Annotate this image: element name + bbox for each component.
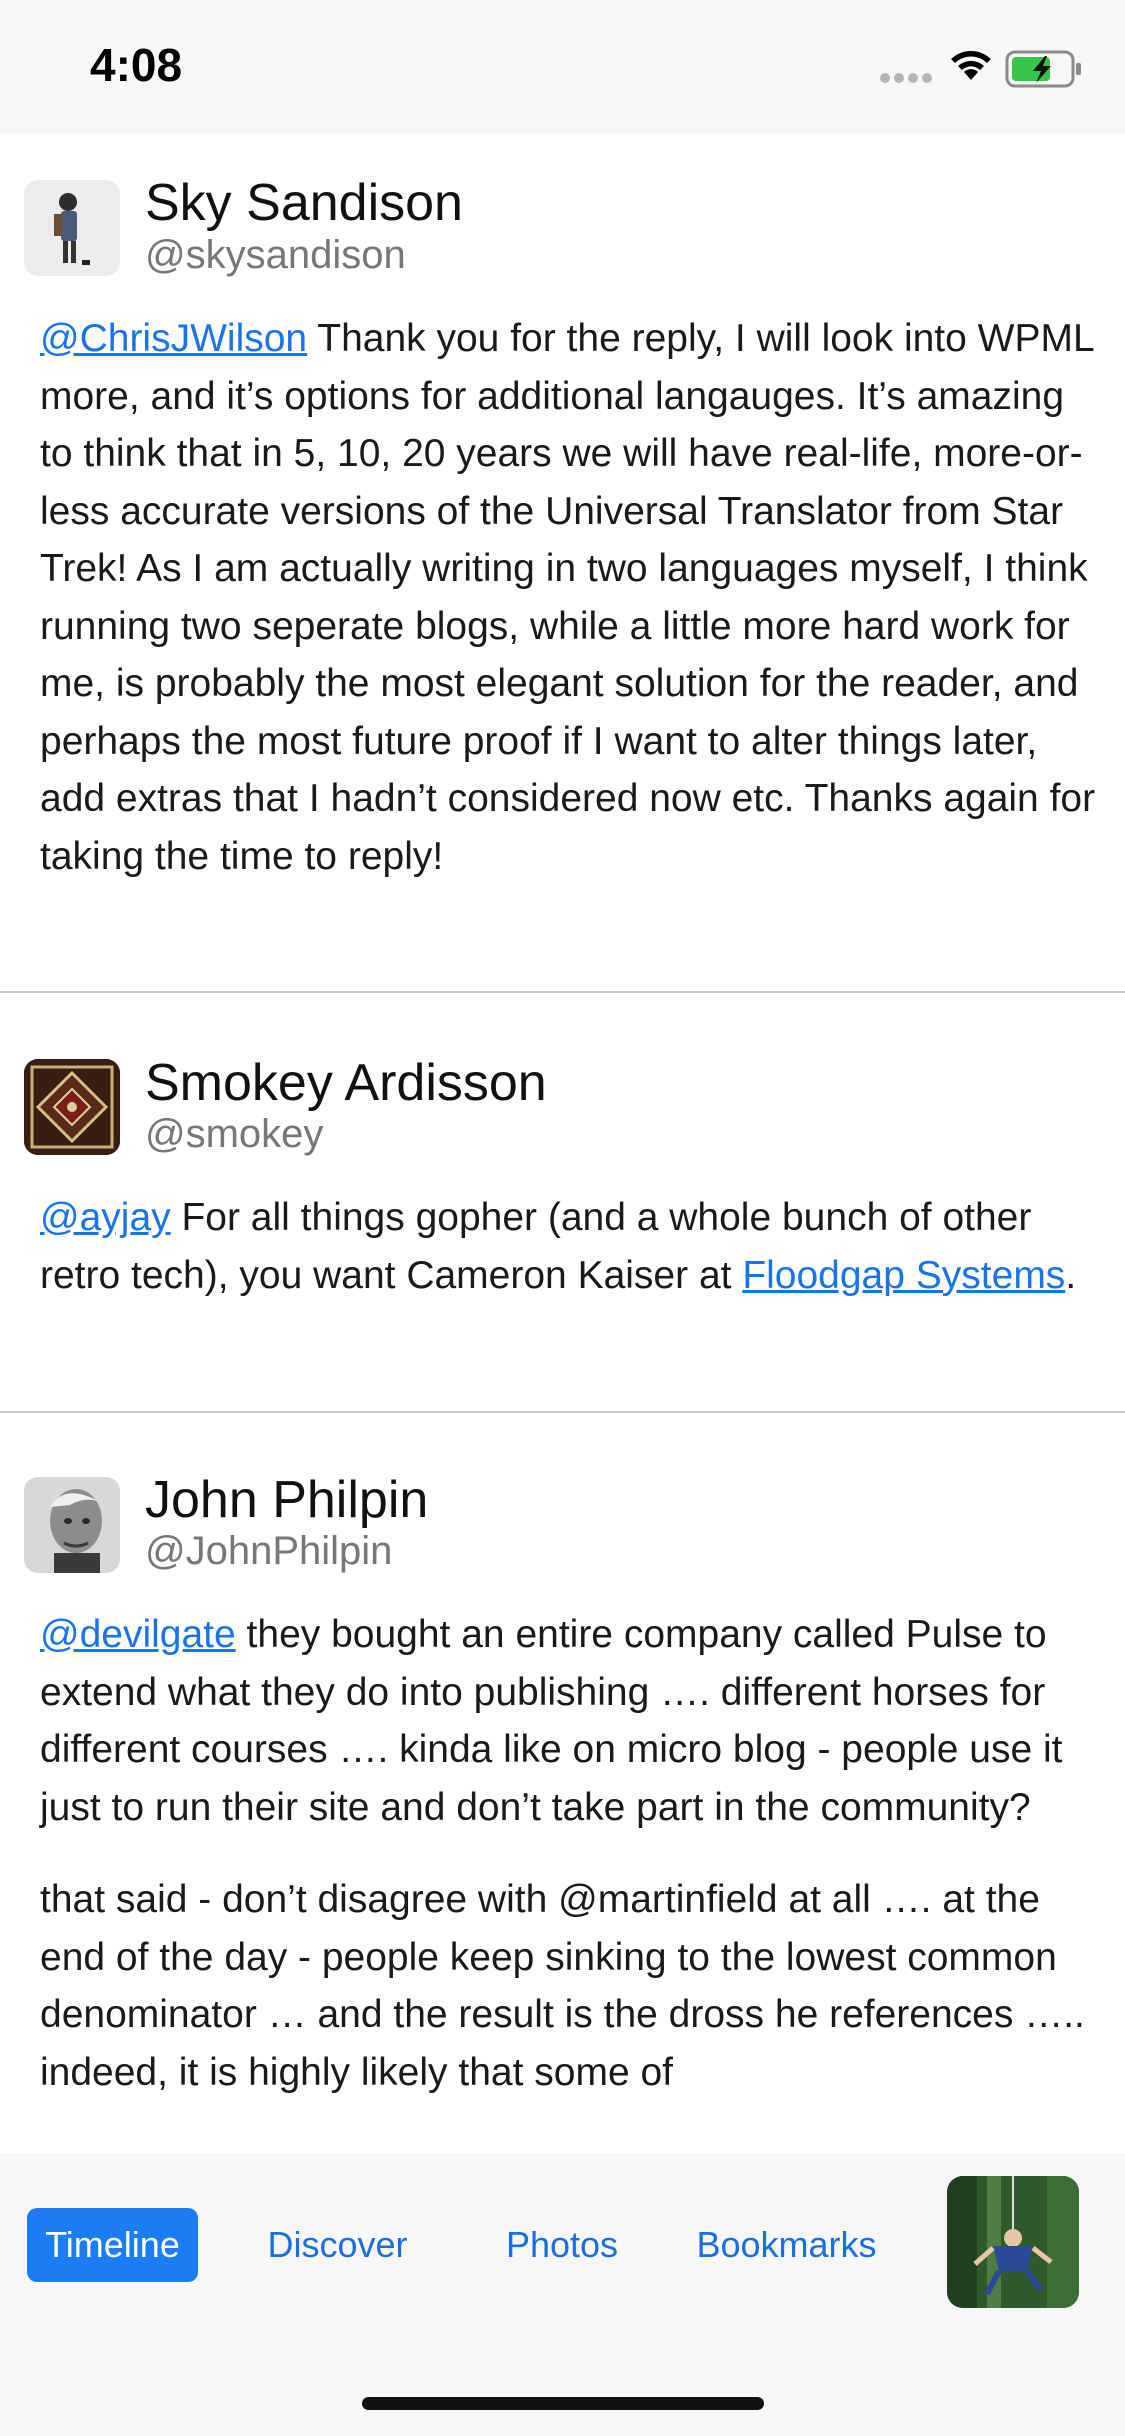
wifi-icon bbox=[951, 51, 991, 80]
post-paragraph: that said - don’t disagree with @martinf… bbox=[40, 1878, 1085, 2094]
author-handle[interactable]: @smokey bbox=[145, 1112, 324, 1156]
home-indicator[interactable] bbox=[362, 2397, 764, 2410]
mention-link[interactable]: @devilgate bbox=[40, 1613, 236, 1656]
post-text: they bought an entire company called Pul… bbox=[40, 1613, 1063, 1829]
status-time: 4:08 bbox=[90, 39, 183, 91]
author-handle[interactable]: @skysandison bbox=[145, 233, 406, 277]
status-bar: 4:08 bbox=[0, 0, 1125, 133]
tab-timeline[interactable]: Timeline bbox=[27, 2208, 198, 2282]
divider bbox=[0, 1411, 1125, 1413]
post-text: For all things gopher (and a whole bunch… bbox=[40, 1196, 1032, 1297]
floodgap-link[interactable]: Floodgap Systems bbox=[742, 1253, 1066, 1297]
post-text: Thank you for the reply, I will look int… bbox=[40, 317, 1096, 878]
cellular-signal-icon bbox=[880, 73, 934, 85]
tab-bar: Timeline Discover Photos Bookmarks bbox=[0, 2153, 1125, 2436]
battery-charging-icon bbox=[1005, 50, 1081, 88]
author-name[interactable]: Sky Sandison bbox=[145, 174, 463, 232]
profile-avatar[interactable] bbox=[947, 2176, 1079, 2308]
tab-bookmarks[interactable]: Bookmarks bbox=[696, 2224, 877, 2265]
tab-photos[interactable]: Photos bbox=[505, 2224, 619, 2265]
mention-link[interactable]: @ChrisJWilson bbox=[40, 317, 308, 360]
post-text-end: . bbox=[1065, 1253, 1077, 1297]
mention-link[interactable]: @ayjay bbox=[40, 1196, 171, 1239]
author-name[interactable]: John Philpin bbox=[145, 1471, 429, 1529]
post-body: @ayjay For all things gopher (and a whol… bbox=[40, 1189, 1100, 1304]
post-body: @devilgate they bought an entire company… bbox=[40, 1606, 1100, 2101]
avatar[interactable] bbox=[24, 1059, 120, 1155]
avatar[interactable] bbox=[24, 180, 120, 276]
divider bbox=[0, 991, 1125, 993]
tab-discover[interactable]: Discover bbox=[267, 2224, 408, 2265]
timeline-feed[interactable]: Sky Sandison @skysandison @ChrisJWilson … bbox=[0, 133, 1125, 2153]
author-name[interactable]: Smokey Ardisson bbox=[145, 1054, 547, 1112]
avatar[interactable] bbox=[24, 1477, 120, 1573]
author-handle[interactable]: @JohnPhilpin bbox=[145, 1529, 393, 1573]
post-body: @ChrisJWilson Thank you for the reply, I… bbox=[40, 310, 1100, 885]
